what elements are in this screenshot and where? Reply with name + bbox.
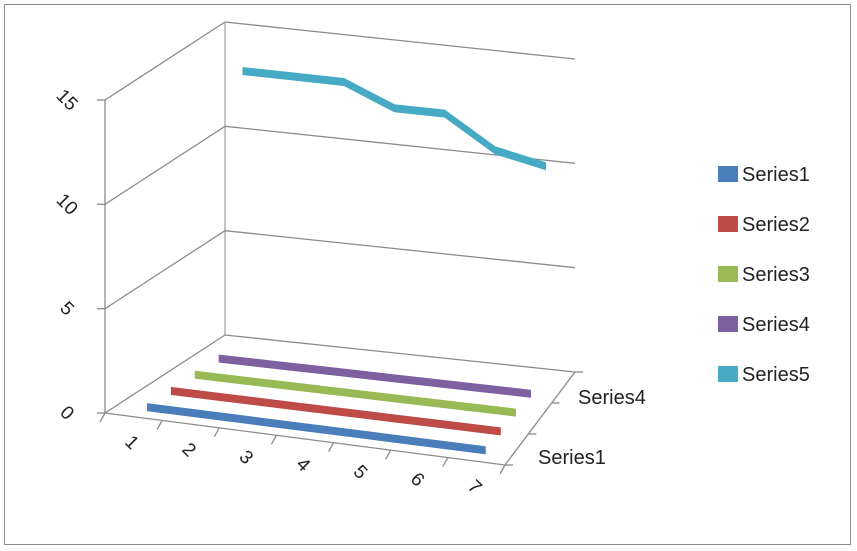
x-tick-label: 2 <box>177 439 199 461</box>
x-tick-mark <box>213 427 220 438</box>
x-tick-mark <box>270 434 277 445</box>
x-tick-mark <box>442 457 449 467</box>
side-wall-gridline <box>104 230 226 310</box>
legend-label-series5: Series5 <box>742 364 810 386</box>
depth-axis-label: Series4 <box>578 387 646 409</box>
chart-axes <box>97 22 583 475</box>
legend-label-series1: Series1 <box>742 164 810 186</box>
x-tick-label: 7 <box>463 476 485 498</box>
chart-series <box>147 67 547 455</box>
y-tick-label: 15 <box>52 85 82 115</box>
x-tick-label: 6 <box>406 469 428 491</box>
side-wall-gridline <box>104 125 226 205</box>
legend-swatch-series5 <box>718 366 738 382</box>
x-tick-label: 1 <box>120 432 142 454</box>
x-tick-label: 5 <box>349 461 371 483</box>
back-wall-gridline <box>224 334 576 373</box>
y-tick-label: 0 <box>55 402 77 424</box>
legend-label-series2: Series2 <box>742 214 810 236</box>
legend-swatch-series3 <box>718 266 738 282</box>
x-tick-mark <box>99 412 106 423</box>
floor-right-edge <box>504 371 576 466</box>
chart-legend: Series1 Series2 Series3 Series4 Series5 <box>718 164 810 386</box>
x-tick-mark <box>156 420 163 430</box>
y-tick-label: 10 <box>52 190 82 220</box>
x-tick-mark <box>328 442 335 453</box>
legend-swatch-series4 <box>718 316 738 332</box>
legend-label-series3: Series3 <box>742 264 810 286</box>
side-wall-gridline <box>104 334 226 414</box>
side-wall-gridline <box>104 21 226 101</box>
y-tick-label: 5 <box>55 298 77 320</box>
legend-swatch-series1 <box>718 166 738 182</box>
x-tick-mark <box>385 449 392 460</box>
series-line-series5 <box>242 67 547 171</box>
x-tick-mark <box>499 464 506 475</box>
x-tick-label: 4 <box>292 454 315 477</box>
depth-axis-label: Series1 <box>538 447 606 469</box>
back-wall-gridline <box>224 21 576 60</box>
legend-label-series4: Series4 <box>742 314 810 336</box>
x-axis-line <box>104 412 506 466</box>
back-wall-gridline <box>224 230 576 269</box>
legend-swatch-series2 <box>718 216 738 232</box>
x-tick-label: 3 <box>235 447 257 469</box>
